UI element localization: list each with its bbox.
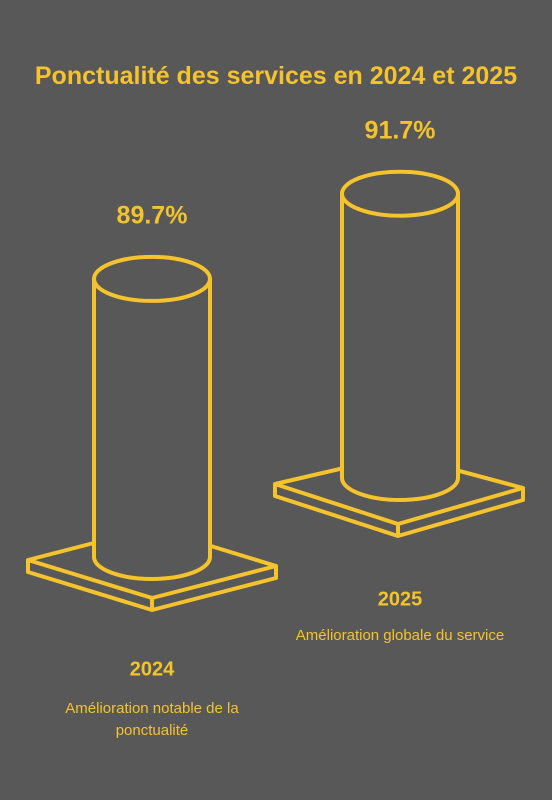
- cylinder: [92, 276, 212, 581]
- cylinder: [340, 191, 460, 502]
- description: Amélioration globale du service: [295, 627, 505, 644]
- category-label: 2025: [378, 588, 423, 610]
- value-label: 91.7%: [365, 116, 436, 144]
- category-label: 2024: [130, 658, 175, 680]
- cylinder-top: [340, 169, 460, 218]
- value-label: 89.7%: [117, 202, 188, 230]
- chart-title: Ponctualité des services en 2024 et 2025: [34, 62, 518, 90]
- description: Amélioration notable de la ponctualité: [65, 700, 239, 739]
- cylinder-top: [92, 254, 212, 303]
